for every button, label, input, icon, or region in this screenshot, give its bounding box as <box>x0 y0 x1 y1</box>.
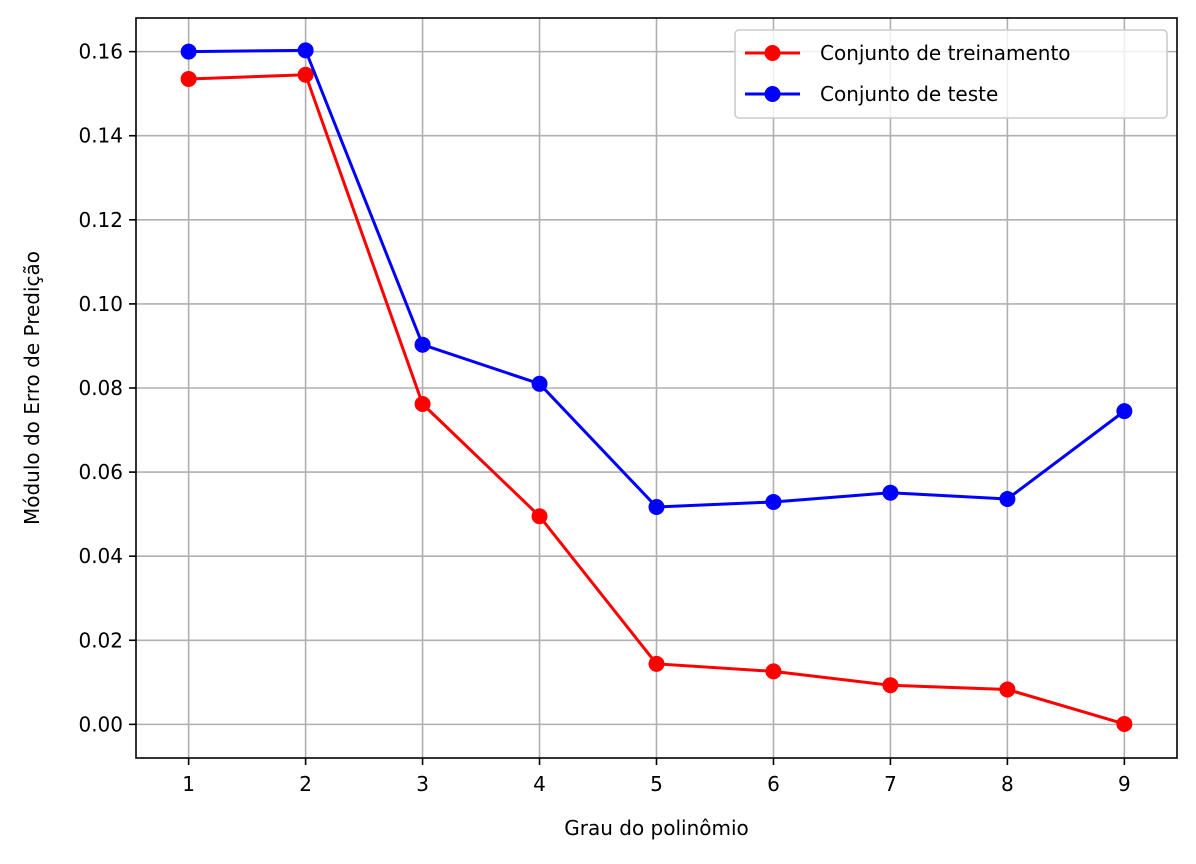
data-point <box>765 663 782 680</box>
data-point <box>882 677 899 694</box>
x-tick-label: 6 <box>767 772 780 796</box>
data-point <box>648 498 665 515</box>
data-point <box>999 491 1016 507</box>
data-point <box>414 395 431 412</box>
x-tick-label: 8 <box>1001 772 1014 796</box>
y-tick-label: 0.06 <box>78 460 123 484</box>
axes: 1 2 3 4 5 6 7 8 9 0.00 0.02 0.04 0.06 0.08 0.10 0.12 0.1… <box>78 40 1130 796</box>
y-tick-label: 0.02 <box>78 628 123 652</box>
legend-box <box>734 29 1168 119</box>
data-point <box>531 375 548 392</box>
legend-marker <box>764 45 781 61</box>
data-point <box>1116 715 1133 732</box>
data-point <box>531 508 548 525</box>
data-point <box>882 484 899 501</box>
legend: Conjunto de treinamento Conjunto de teste <box>734 29 1168 119</box>
grid-lines <box>136 18 1177 758</box>
plot-frame <box>135 17 1178 759</box>
data-point <box>1116 403 1133 420</box>
y-tick-label: 0.00 <box>78 712 123 736</box>
y-tick-label: 0.10 <box>78 292 123 316</box>
x-tick-label: 2 <box>299 772 312 796</box>
legend-label: Conjunto de teste <box>820 82 998 106</box>
data-point <box>765 493 782 510</box>
y-tick-label: 0.14 <box>78 124 123 148</box>
x-tick-label: 7 <box>884 772 897 796</box>
x-axis-title: Grau do polinômio <box>564 816 749 840</box>
data-point <box>297 66 314 83</box>
x-tick-label: 5 <box>650 772 663 796</box>
data-series <box>180 42 1133 732</box>
y-axis-title: Módulo do Erro de Predição <box>20 251 44 525</box>
y-tick-label: 0.12 <box>78 208 123 232</box>
legend-label: Conjunto de treinamento <box>820 41 1071 65</box>
x-tick-label: 9 <box>1118 772 1131 796</box>
data-point <box>180 43 197 60</box>
data-point <box>999 681 1016 698</box>
x-tick-label: 3 <box>416 772 429 796</box>
data-point <box>297 42 314 59</box>
data-point <box>648 655 665 672</box>
legend-marker <box>764 86 781 102</box>
data-point <box>180 70 197 87</box>
y-tick-label: 0.08 <box>78 376 123 400</box>
data-point <box>414 336 431 353</box>
x-tick-label: 4 <box>533 772 546 796</box>
x-tick-label: 1 <box>182 772 195 796</box>
y-tick-label: 0.16 <box>78 40 123 64</box>
y-tick-label: 0.04 <box>78 544 123 568</box>
